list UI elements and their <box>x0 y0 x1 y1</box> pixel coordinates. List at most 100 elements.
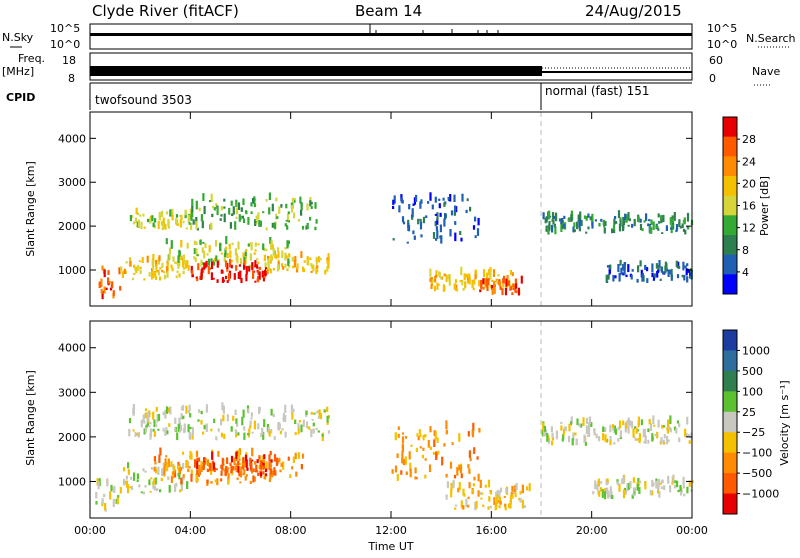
data-cell <box>212 260 216 266</box>
colorbar-swatch <box>723 493 737 515</box>
data-cell <box>226 280 229 283</box>
data-cell <box>676 420 680 424</box>
data-cell <box>398 205 401 213</box>
data-cell <box>184 261 187 269</box>
data-cell <box>323 409 326 413</box>
data-cell <box>430 280 434 284</box>
data-cell <box>401 432 405 435</box>
data-cell <box>424 474 427 479</box>
data-cell <box>202 262 205 265</box>
data-cell <box>146 255 149 263</box>
data-cell <box>425 215 428 218</box>
colorbar-tick-label: 24 <box>742 155 756 168</box>
data-cell <box>215 239 218 247</box>
data-cell <box>582 417 585 426</box>
data-cell <box>627 425 630 434</box>
data-cell <box>574 432 577 436</box>
data-cell <box>458 482 461 491</box>
nsky-label: N.Sky <box>2 31 34 44</box>
data-cell <box>592 491 595 495</box>
data-cell <box>473 476 476 481</box>
colorbar-swatch <box>723 370 737 392</box>
data-cell <box>670 274 673 281</box>
data-cell <box>180 425 183 432</box>
colorbar-swatch <box>723 274 737 295</box>
data-cell <box>411 208 414 217</box>
data-cell <box>149 217 152 224</box>
data-cell <box>196 278 199 282</box>
data-cell <box>635 427 638 434</box>
data-cell <box>396 453 399 458</box>
data-cell <box>229 250 232 258</box>
data-cell <box>453 194 456 202</box>
data-cell <box>206 479 209 484</box>
data-cell <box>261 270 264 278</box>
data-cell <box>419 201 422 209</box>
data-cell <box>653 273 656 278</box>
data-cell <box>270 408 273 416</box>
data-cell <box>235 463 238 471</box>
data-cell <box>439 224 442 233</box>
data-cell <box>208 267 212 270</box>
data-cell <box>212 277 215 280</box>
data-cell <box>297 219 300 222</box>
data-cell <box>673 212 676 221</box>
data-cell <box>251 262 254 271</box>
data-cell <box>598 223 601 227</box>
data-cell <box>447 197 450 200</box>
data-cell <box>177 472 180 477</box>
data-cell <box>648 219 651 222</box>
data-cell <box>224 246 228 251</box>
data-cell <box>140 491 143 494</box>
data-cell <box>174 427 177 431</box>
data-cell <box>211 463 214 470</box>
data-cell <box>636 278 639 283</box>
data-cell <box>105 287 108 290</box>
data-cell <box>464 281 467 288</box>
data-cell <box>673 484 676 489</box>
data-cell <box>551 436 555 441</box>
data-cell <box>595 433 598 439</box>
data-cell <box>153 419 156 428</box>
data-cell <box>247 433 250 438</box>
data-cell <box>469 457 472 462</box>
data-cell <box>97 481 100 490</box>
data-cell <box>254 221 257 224</box>
velocity-colorbar-label: Velocity [m s⁻¹] <box>778 380 791 465</box>
data-cell <box>234 248 237 256</box>
data-cell <box>605 274 608 283</box>
data-cell <box>265 248 268 252</box>
data-cell <box>562 434 565 440</box>
data-cell <box>632 493 635 496</box>
data-cell <box>463 493 466 497</box>
data-cell <box>133 264 136 268</box>
data-cell <box>484 484 487 488</box>
data-cell <box>262 462 266 469</box>
data-cell <box>523 505 526 508</box>
data-cell <box>153 467 156 472</box>
data-cell <box>548 221 551 230</box>
data-cell <box>545 216 548 223</box>
data-cell <box>431 204 434 210</box>
data-cell <box>282 461 285 470</box>
data-cell <box>450 482 453 491</box>
power-yaxis: 1000 2000 3000 4000 <box>58 132 692 277</box>
data-cell <box>514 278 517 286</box>
data-cell <box>327 415 330 419</box>
data-cell <box>465 498 468 508</box>
data-cell <box>148 425 151 428</box>
data-cell <box>673 426 677 431</box>
data-cell <box>282 266 285 270</box>
data-cell <box>625 422 628 429</box>
data-cell <box>568 423 571 432</box>
data-cell <box>496 279 499 285</box>
data-cell <box>553 215 556 220</box>
data-cell <box>636 481 639 491</box>
data-cell <box>157 220 160 230</box>
data-cell <box>188 404 191 411</box>
data-cell <box>596 484 599 491</box>
data-cell <box>477 217 480 226</box>
data-cell <box>668 426 671 431</box>
data-cell <box>613 218 616 225</box>
colorbar-swatch <box>723 452 737 474</box>
